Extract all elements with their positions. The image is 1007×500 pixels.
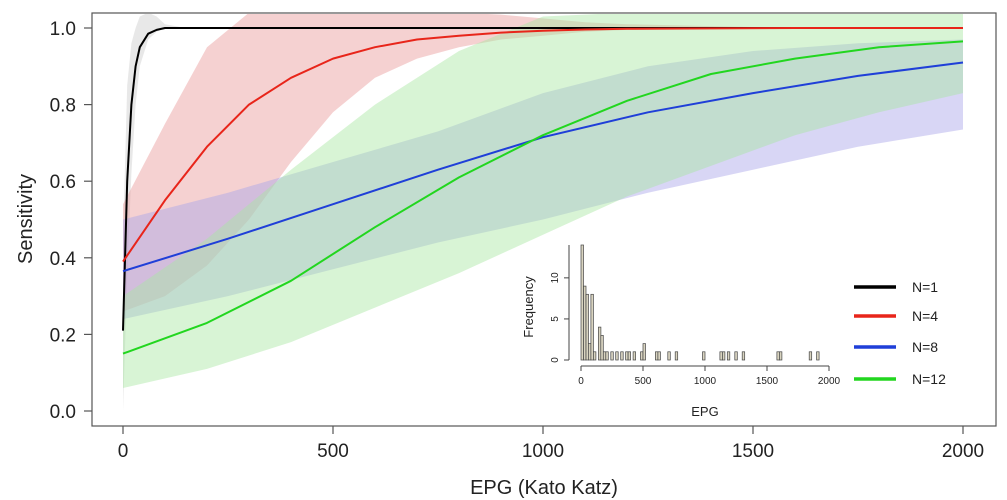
inset-y-tick-label: 10: [550, 272, 561, 284]
x-axis-title: EPG (Kato Katz): [470, 477, 618, 499]
legend-label: N=8: [912, 339, 938, 355]
histogram-bar: [615, 351, 619, 361]
y-tick-label: 0.8: [50, 96, 76, 117]
y-tick-label: 0.4: [50, 249, 77, 270]
band-n-12: [123, 14, 963, 388]
y-axis-title: Sensitivity: [15, 174, 37, 264]
histogram-bar: [734, 351, 738, 361]
line-n-1: [122, 27, 963, 331]
x-tick-label: 1000: [522, 441, 564, 462]
histogram-bar: [702, 351, 706, 361]
histogram-bar: [600, 335, 604, 361]
inset-x-tick-label: 1000: [694, 376, 717, 387]
x-tick-label: 0: [118, 441, 129, 462]
legend-label: N=1: [912, 279, 938, 295]
histogram-bar: [610, 351, 614, 361]
inset-x-tick-label: 0: [578, 376, 584, 387]
inset-y-tick-label: 5: [550, 316, 561, 322]
legend-label: N=12: [912, 371, 946, 387]
histogram-bar: [627, 351, 631, 361]
histogram-bar: [640, 351, 644, 361]
y-tick-label: 1.0: [50, 19, 76, 40]
histogram-bar: [602, 351, 607, 361]
histogram-bar: [808, 351, 813, 361]
inset-y-axis-title: Frequency: [521, 276, 536, 338]
histogram-bar: [642, 343, 646, 361]
histogram-bar: [605, 351, 609, 361]
inset-x-axis-title: EPG: [691, 404, 718, 419]
x-tick-label: 2000: [942, 441, 984, 462]
inset-y-tick-label: 0: [550, 357, 561, 363]
x-tick-label: 500: [317, 441, 349, 462]
inset-x-tick-label: 500: [635, 376, 652, 387]
legend-label: N=4: [912, 308, 938, 324]
histogram-bar: [779, 351, 783, 361]
histogram-bar: [719, 351, 723, 361]
histogram-bar: [620, 351, 624, 361]
histogram-bar: [674, 351, 679, 361]
histogram-bar: [726, 351, 731, 361]
inset-x-tick-label: 1500: [756, 376, 779, 387]
histogram-bar: [593, 351, 597, 361]
y-tick-label: 0.2: [50, 325, 76, 346]
line-n-8: [122, 61, 964, 273]
band-n-8: [123, 39, 963, 320]
histogram-bar: [655, 351, 659, 361]
histogram-bar: [625, 351, 629, 361]
histogram-bar: [632, 351, 636, 361]
y-tick-label: 0.6: [50, 172, 76, 193]
legend: N=1 N=4 N=8 N=12: [854, 279, 946, 387]
histogram-bar: [722, 351, 726, 361]
histogram-bar: [590, 293, 594, 361]
confidence-bands: [123, 14, 963, 411]
histogram-bar: [657, 351, 661, 361]
histogram-bar: [816, 351, 820, 361]
series-lines: [122, 27, 964, 355]
x-tick-label: 1500: [732, 441, 774, 462]
histogram-bar: [583, 285, 587, 361]
y-tick-label: 0.0: [50, 402, 76, 423]
line-n-12: [122, 40, 964, 355]
histogram-bar: [588, 343, 592, 361]
histogram-bar: [580, 244, 584, 361]
histogram-bar: [585, 293, 589, 361]
line-n-4: [122, 27, 963, 263]
plot-frame: [91, 12, 997, 427]
band-n-4: [123, 14, 963, 312]
histogram-bar: [667, 351, 671, 361]
histogram-bar: [776, 351, 780, 361]
inset-x-tick-label: 2000: [818, 376, 841, 387]
histogram-bar: [741, 351, 746, 361]
inset-histogram: 0 500 1000 1500 2000 0 5 10 EPG Frequency: [521, 244, 841, 419]
